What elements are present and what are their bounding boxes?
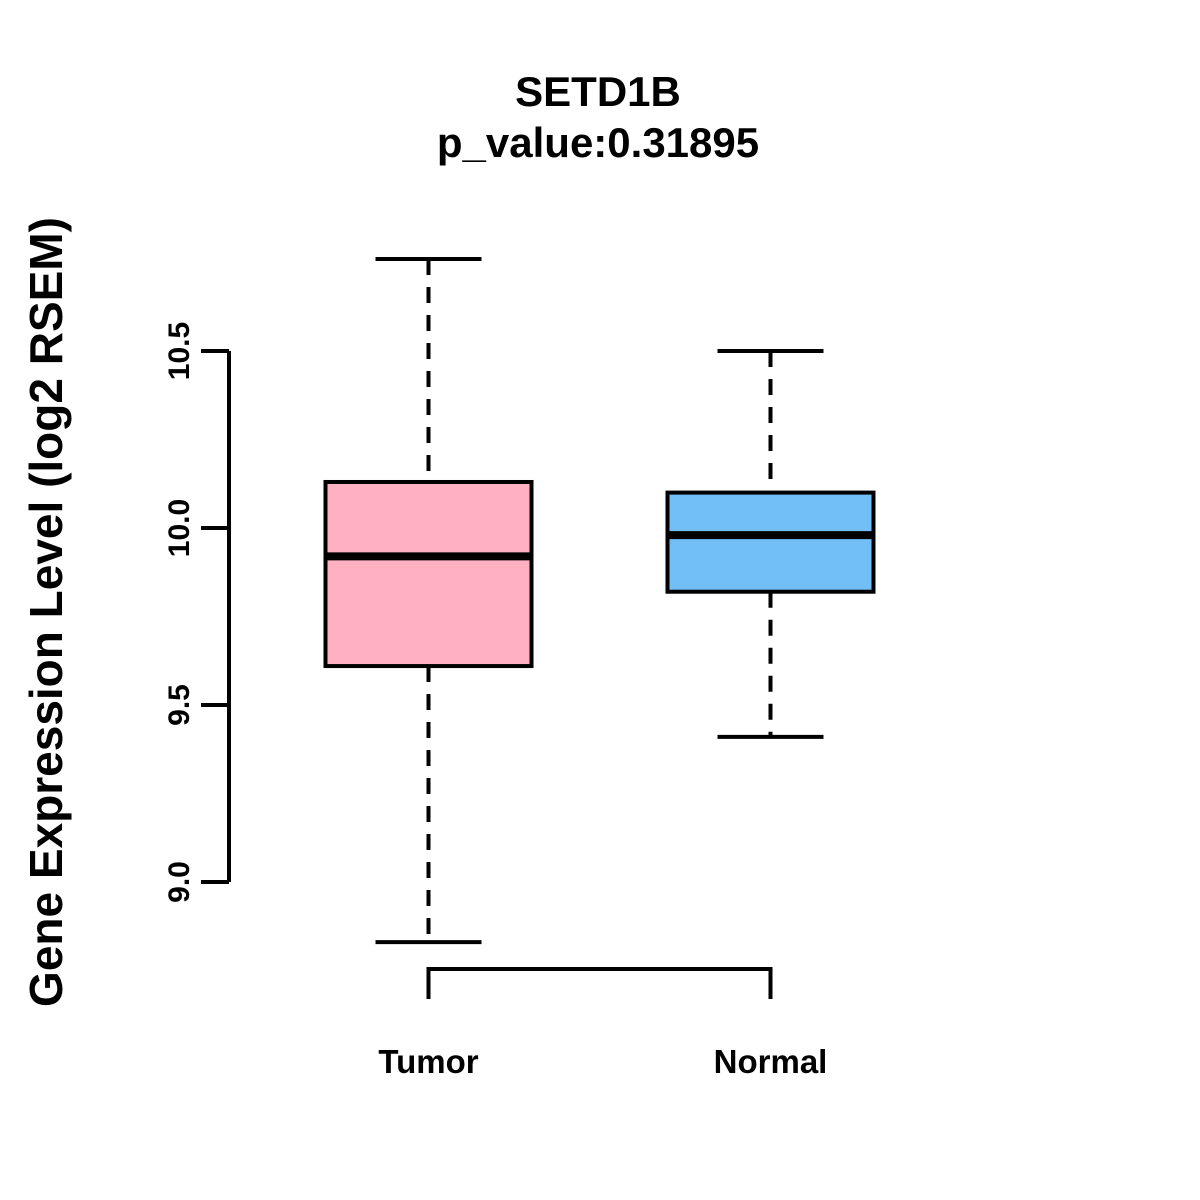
y-tick-label: 9.5: [163, 684, 196, 726]
y-axis: 9.0 9.5 10.0 10.5: [163, 322, 231, 903]
y-tick-label: 10.5: [163, 322, 196, 380]
normal-box: [665, 490, 876, 594]
y-tick-label: 10.0: [163, 499, 196, 557]
normal-boxplot: [665, 349, 876, 739]
y-tick-label: 9.0: [163, 861, 196, 903]
chart-subtitle: p_value:0.31895: [437, 119, 759, 166]
x-axis: Tumor Normal: [378, 967, 828, 1080]
y-axis-title: Gene Expression Level (log2 RSEM): [20, 217, 72, 1007]
category-label-tumor: Tumor: [378, 1043, 478, 1080]
chart-title: SETD1B: [515, 68, 681, 115]
boxplot-groups: [323, 256, 876, 945]
category-label-normal: Normal: [714, 1043, 828, 1080]
tumor-boxplot: [323, 256, 534, 945]
tumor-box: [323, 479, 534, 669]
x-axis-bracket: [426, 967, 773, 999]
